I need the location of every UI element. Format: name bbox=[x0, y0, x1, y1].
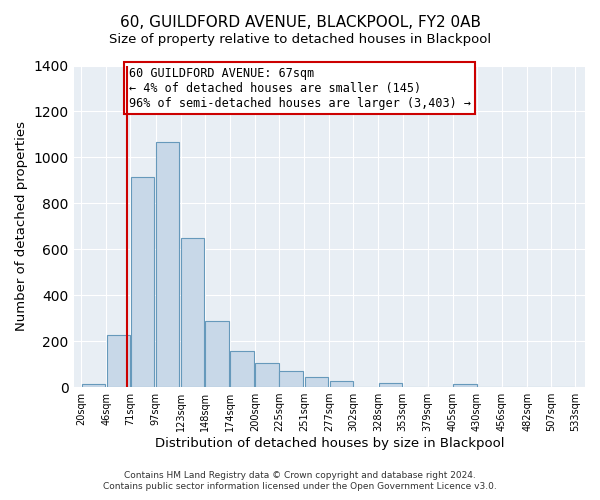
Text: Contains HM Land Registry data © Crown copyright and database right 2024.: Contains HM Land Registry data © Crown c… bbox=[124, 470, 476, 480]
Bar bbox=[205, 321, 229, 387]
Text: 60 GUILDFORD AVENUE: 67sqm
← 4% of detached houses are smaller (145)
96% of semi: 60 GUILDFORD AVENUE: 67sqm ← 4% of detac… bbox=[128, 66, 470, 110]
Bar bbox=[256, 362, 279, 387]
Bar bbox=[379, 383, 402, 387]
Bar bbox=[82, 384, 105, 387]
Bar bbox=[453, 384, 476, 387]
Bar bbox=[131, 177, 154, 387]
Bar bbox=[156, 142, 179, 387]
Bar bbox=[305, 378, 328, 387]
Text: Contains public sector information licensed under the Open Government Licence v3: Contains public sector information licen… bbox=[103, 482, 497, 491]
Text: Size of property relative to detached houses in Blackpool: Size of property relative to detached ho… bbox=[109, 32, 491, 46]
Bar bbox=[230, 351, 254, 387]
X-axis label: Distribution of detached houses by size in Blackpool: Distribution of detached houses by size … bbox=[155, 437, 504, 450]
Bar bbox=[107, 334, 130, 387]
Bar bbox=[329, 382, 353, 387]
Text: 60, GUILDFORD AVENUE, BLACKPOOL, FY2 0AB: 60, GUILDFORD AVENUE, BLACKPOOL, FY2 0AB bbox=[119, 15, 481, 30]
Bar bbox=[181, 238, 205, 387]
Bar bbox=[280, 371, 303, 387]
Y-axis label: Number of detached properties: Number of detached properties bbox=[15, 122, 28, 332]
